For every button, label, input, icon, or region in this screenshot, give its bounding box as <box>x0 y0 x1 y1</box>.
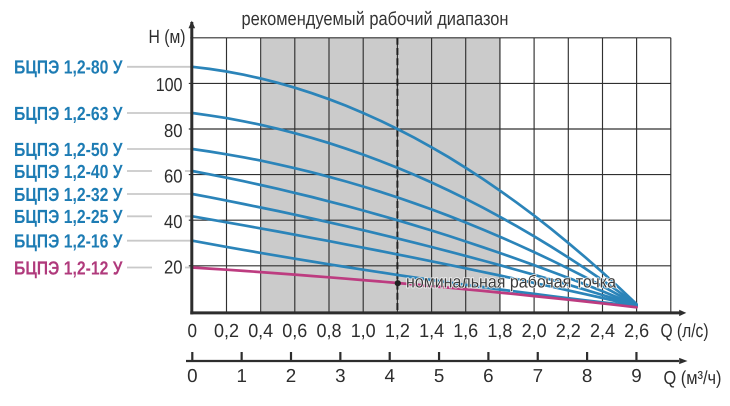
svg-text:1,2: 1,2 <box>385 321 410 342</box>
svg-text:1,4: 1,4 <box>419 321 444 342</box>
svg-text:2,2: 2,2 <box>556 321 581 342</box>
svg-text:рекомендуемый рабочий диапазон: рекомендуемый рабочий диапазон <box>242 9 509 30</box>
svg-text:БЦПЭ 1,2-32 У: БЦПЭ 1,2-32 У <box>14 185 123 206</box>
svg-text:БЦПЭ 1,2-16 У: БЦПЭ 1,2-16 У <box>14 232 123 253</box>
svg-text:40: 40 <box>164 211 183 232</box>
svg-text:БЦПЭ 1,2-40 У: БЦПЭ 1,2-40 У <box>14 162 123 183</box>
svg-text:БЦПЭ 1,2-50 У: БЦПЭ 1,2-50 У <box>14 140 123 161</box>
svg-text:4: 4 <box>384 365 394 386</box>
svg-text:60: 60 <box>164 165 183 186</box>
svg-text:номинальная рабочая точка: номинальная рабочая точка <box>406 272 616 292</box>
svg-text:9: 9 <box>631 365 641 386</box>
svg-text:1: 1 <box>236 365 246 386</box>
svg-text:0,6: 0,6 <box>282 321 307 342</box>
svg-text:2,6: 2,6 <box>624 321 649 342</box>
svg-text:3: 3 <box>335 365 345 386</box>
svg-text:0: 0 <box>187 365 197 386</box>
svg-text:1,8: 1,8 <box>487 321 512 342</box>
svg-text:0: 0 <box>188 321 198 342</box>
svg-text:2,0: 2,0 <box>522 321 547 342</box>
svg-text:8: 8 <box>582 365 592 386</box>
svg-text:0,2: 0,2 <box>214 321 239 342</box>
svg-text:6: 6 <box>483 365 493 386</box>
svg-text:Q (м³/ч): Q (м³/ч) <box>664 367 722 388</box>
svg-text:БЦПЭ 1,2-80 У: БЦПЭ 1,2-80 У <box>14 58 123 79</box>
svg-text:80: 80 <box>164 120 183 141</box>
svg-text:1,0: 1,0 <box>351 321 376 342</box>
svg-text:2: 2 <box>286 365 296 386</box>
svg-text:7: 7 <box>533 365 543 386</box>
svg-text:БЦПЭ 1,2-63 У: БЦПЭ 1,2-63 У <box>14 104 123 125</box>
svg-text:0,4: 0,4 <box>248 321 273 342</box>
svg-text:5: 5 <box>434 365 444 386</box>
svg-text:20: 20 <box>164 257 183 278</box>
svg-text:Н (м): Н (м) <box>149 27 186 48</box>
svg-text:2,4: 2,4 <box>590 321 615 342</box>
svg-text:0,8: 0,8 <box>317 321 342 342</box>
svg-text:1,6: 1,6 <box>453 321 478 342</box>
svg-text:100: 100 <box>156 74 183 95</box>
svg-text:БЦПЭ 1,2-12 У: БЦПЭ 1,2-12 У <box>14 258 123 279</box>
svg-text:Q (л/с): Q (л/с) <box>661 321 709 342</box>
svg-text:БЦПЭ 1,2-25 У: БЦПЭ 1,2-25 У <box>14 207 123 228</box>
